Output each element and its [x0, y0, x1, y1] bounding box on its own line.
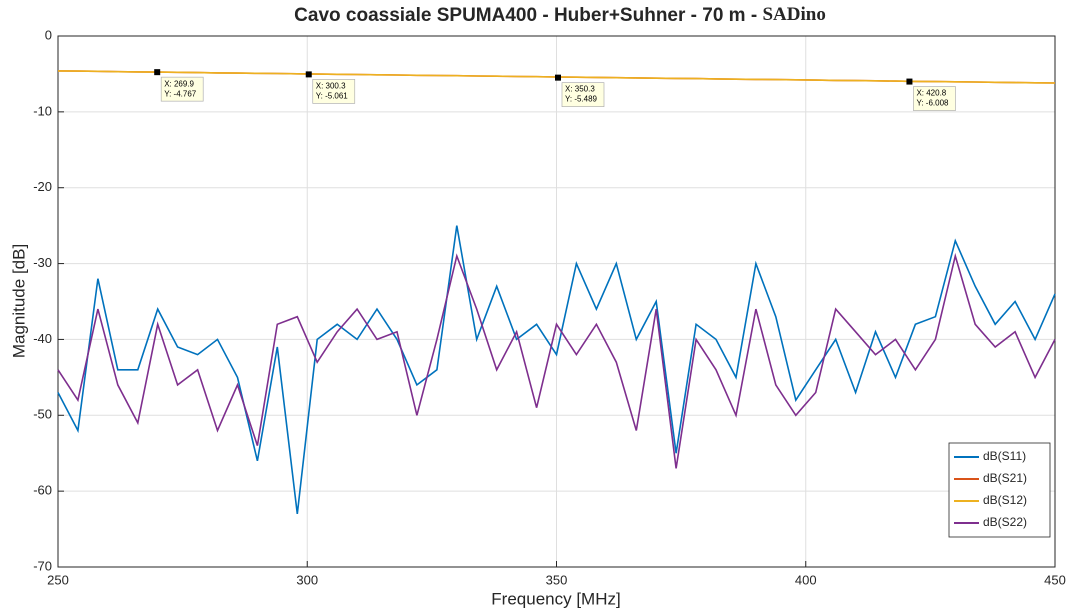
datatip-box [913, 86, 956, 111]
datatip-y: Y: -5.061 [316, 92, 349, 101]
legend-box [948, 442, 1051, 538]
y-tick-label: -40 [33, 331, 52, 346]
datatip-x: X: 300.3 [316, 82, 346, 91]
x-tick-label: 450 [1044, 572, 1066, 587]
x-axis-label: Frequency [MHz] [491, 589, 620, 608]
title-main: Cavo coassiale SPUMA400 - Huber+Suhner -… [294, 5, 762, 26]
y-tick-label: -30 [33, 255, 52, 270]
x-tick-label: 300 [296, 572, 318, 587]
x-tick-label: 250 [47, 572, 69, 587]
datatip-marker [305, 71, 312, 78]
plot-frame [57, 35, 1056, 568]
y-tick-label: -20 [33, 179, 52, 194]
y-tick-label: -60 [33, 483, 52, 498]
title-suffix: SADino [762, 4, 825, 25]
legend-label: dB(S11) [983, 449, 1026, 463]
datatip-marker [154, 69, 161, 76]
legend-label: dB(S12) [983, 493, 1027, 507]
chart-title: Cavo coassiale SPUMA400 - Huber+Suhner -… [294, 4, 826, 26]
datatip-y: Y: -4.767 [164, 89, 197, 98]
x-tick-label: 350 [546, 572, 568, 587]
datatip-box [160, 76, 204, 102]
datatip-marker [906, 78, 913, 85]
datatip-box [312, 79, 356, 104]
datatip-x: X: 350.3 [565, 85, 595, 94]
y-tick-label: 0 [45, 27, 52, 42]
series-line [57, 252, 1056, 469]
datatip-x: X: 420.8 [916, 89, 946, 98]
y-axis-label: Magnitude [dB] [9, 244, 28, 358]
y-tick-label: -50 [33, 407, 52, 422]
datatip-box [561, 82, 605, 107]
datatip-y: Y: -6.008 [916, 99, 949, 108]
x-tick-label: 400 [795, 572, 817, 587]
datatip-y: Y: -5.489 [565, 95, 598, 104]
y-tick-label: -70 [33, 558, 52, 573]
datatip-marker [554, 74, 561, 81]
y-tick-label: -10 [33, 103, 52, 118]
legend-label: dB(S22) [983, 515, 1027, 529]
series-line [57, 225, 1056, 514]
legend-label: dB(S21) [983, 471, 1027, 485]
datatip-x: X: 269.9 [164, 79, 194, 88]
